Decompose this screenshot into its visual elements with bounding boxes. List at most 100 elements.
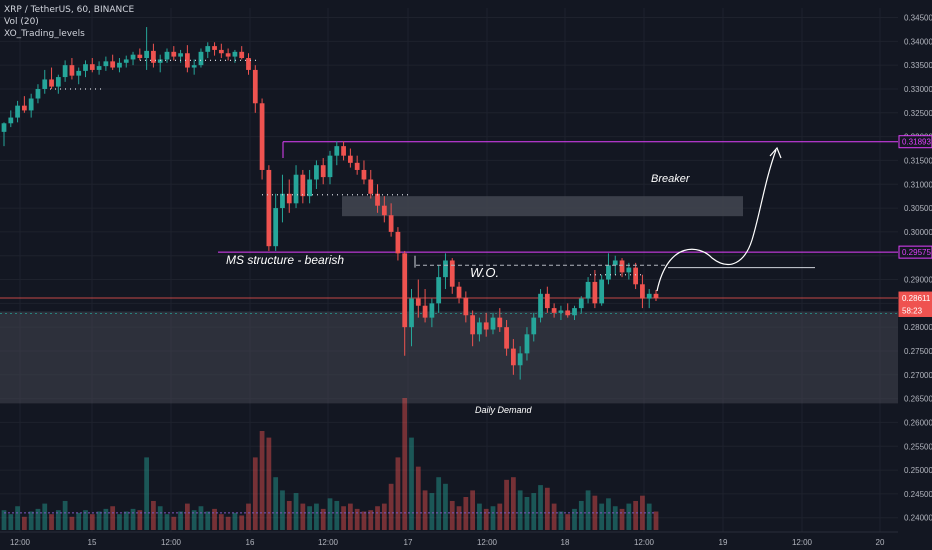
candle-body [157, 59, 163, 63]
candle-body [83, 64, 88, 71]
candle [565, 303, 571, 318]
time-axis[interactable]: 12:00 15 12:00 16 12:00 17 12:00 18 12:00 19 12:00… [0, 531, 898, 547]
candle-body [409, 298, 414, 328]
y-tick-label: 0.26500 [904, 395, 932, 404]
volume-bar [640, 495, 645, 530]
candle [76, 67, 82, 85]
candle-body [130, 54, 136, 60]
candle-body [8, 117, 14, 124]
candle [252, 65, 258, 113]
volume-legend[interactable]: Vol (20) [4, 17, 39, 27]
candle-body [232, 51, 238, 57]
volume-bar [130, 508, 136, 530]
candle [368, 169, 374, 199]
candle [347, 148, 353, 168]
candle-body [327, 155, 333, 178]
candle-body [1, 123, 7, 132]
candle-body [443, 260, 448, 278]
candle-body [558, 310, 564, 313]
drawings [50, 59, 815, 292]
candle-body [266, 169, 272, 247]
candle-body [123, 59, 129, 63]
candle-body [565, 310, 571, 316]
candle [443, 253, 448, 290]
candle-body [191, 65, 197, 68]
candle [599, 274, 605, 306]
candle [544, 286, 550, 313]
candle-body [572, 308, 577, 316]
indicator-legend[interactable]: XO_Trading_levels [4, 29, 85, 39]
candle [409, 289, 414, 347]
y-tick-label: 0.26000 [904, 418, 932, 427]
candle-body [62, 65, 68, 78]
volume-bar [517, 490, 523, 530]
candle [184, 45, 190, 73]
candle [490, 312, 496, 335]
candle [551, 303, 557, 318]
price-tag-label: 0.31893 [902, 138, 931, 147]
price-tag-label: 58:23 [902, 306, 923, 315]
y-tick-label: 0.25000 [904, 466, 932, 475]
candle-body [252, 69, 258, 104]
candle-body [415, 298, 421, 306]
candle-body [341, 146, 346, 156]
candle [646, 289, 652, 309]
candle-body [117, 62, 122, 68]
price-axis[interactable]: 0.345000.340000.335000.330000.325000.320… [898, 0, 932, 550]
candle [246, 53, 251, 75]
volume-bar [341, 506, 346, 530]
volume-bar [286, 500, 292, 530]
candle-body [286, 193, 292, 204]
candle [510, 339, 516, 375]
volume-bar [35, 508, 41, 530]
volume-bar [205, 511, 211, 530]
candle [28, 93, 34, 118]
volume-bar [273, 477, 279, 530]
candle-body [144, 50, 150, 59]
volume-bar [361, 511, 367, 530]
volume-bar [558, 511, 564, 530]
candle [8, 110, 14, 128]
volume-bar [551, 503, 557, 530]
candle-body [524, 334, 530, 354]
volume-bar [585, 490, 591, 530]
candle [640, 274, 645, 309]
symbol-legend[interactable]: XRP / TetherUS, 60, BINANCE [4, 5, 135, 15]
y-tick-label: 0.29000 [904, 276, 932, 285]
candle-body [69, 65, 75, 76]
candle-body [35, 88, 41, 99]
candle-body [375, 193, 380, 206]
candle-body [640, 284, 645, 299]
candle-body [531, 317, 537, 335]
candle-body [612, 260, 618, 266]
candle [517, 346, 523, 380]
candle [273, 193, 279, 251]
candle [375, 184, 380, 213]
volume-bar [123, 511, 129, 530]
volume-bar [76, 512, 82, 530]
candle-body [89, 64, 95, 70]
candle [341, 141, 346, 161]
volume-bar [117, 514, 122, 530]
volume-bar [15, 506, 20, 530]
candle [477, 317, 482, 342]
x-tick-label: 12:00 [161, 538, 182, 547]
candle [538, 289, 543, 323]
volume-bar [151, 500, 156, 530]
y-tick-label: 0.25500 [904, 442, 932, 451]
price-tag [898, 303, 932, 317]
candle [21, 96, 27, 113]
candle-body [314, 165, 319, 180]
candle-body [578, 298, 584, 309]
daily-demand-zone [0, 311, 898, 404]
candle [483, 312, 489, 337]
x-tick-label: 15 [88, 538, 97, 547]
candle [463, 291, 469, 323]
candle-body [606, 265, 611, 280]
candle [137, 48, 143, 61]
candle [232, 49, 238, 63]
y-tick-label: 0.32500 [904, 109, 932, 118]
volume-bar [449, 500, 455, 530]
candle-body [368, 179, 374, 194]
